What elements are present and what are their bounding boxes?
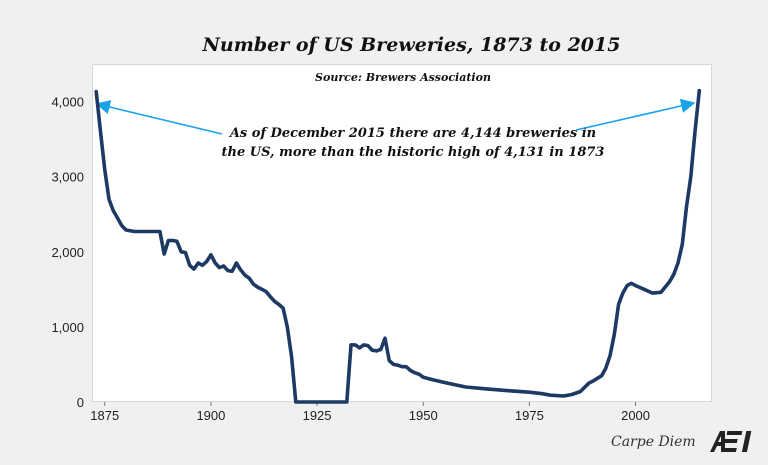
x-tick-label: 1925 <box>303 408 332 423</box>
y-tick-label: 1,000 <box>51 320 84 335</box>
x-tick-label: 1975 <box>515 408 544 423</box>
annotation-line-1: As of December 2015 there are 4,144 brew… <box>229 126 597 141</box>
y-tick-label: 2,000 <box>51 245 84 260</box>
y-axis-labels: 0 1,000 2,000 3,000 4,000 <box>51 95 84 410</box>
y-tick-label: 4,000 <box>51 95 84 110</box>
annotation-arrow-left <box>95 100 223 135</box>
footer-text: Carpe Diem <box>611 434 696 450</box>
plot-area: Source: Brewers Association As of Decemb… <box>92 64 712 402</box>
annotation-arrow-right <box>575 98 696 131</box>
annotation-text: As of December 2015 there are 4,144 brew… <box>203 124 623 162</box>
x-tick-label: 2000 <box>621 408 650 423</box>
y-tick-label: 3,000 <box>51 170 84 185</box>
x-axis-labels: 1875 1900 1925 1950 1975 2000 <box>90 408 650 423</box>
chart-title: Number of US Breweries, 1873 to 2015 <box>202 34 621 56</box>
x-axis-ticks <box>104 402 637 406</box>
aei-logo <box>710 431 752 452</box>
chart-subtitle: Source: Brewers Association <box>315 71 491 84</box>
series-line <box>94 88 702 404</box>
y-tick-label: 0 <box>77 395 84 410</box>
x-tick-label: 1950 <box>409 408 438 423</box>
annotation-line-2: the US, more than the historic high of 4… <box>221 145 605 160</box>
x-tick-label: 1900 <box>196 408 225 423</box>
x-tick-label: 1875 <box>90 408 119 423</box>
